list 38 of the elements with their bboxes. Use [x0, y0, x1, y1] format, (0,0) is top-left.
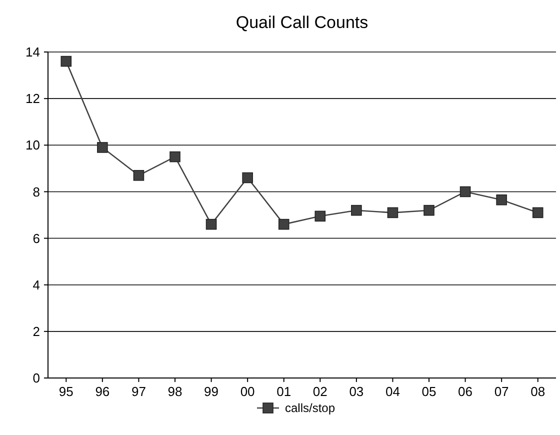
point	[314, 210, 326, 222]
y-tick-label: 2	[32, 324, 40, 339]
x-tick-label: 01	[276, 384, 292, 399]
point	[351, 204, 362, 216]
y-tick-label: 4	[32, 277, 40, 292]
x-tick-label: 98	[168, 384, 182, 399]
y-tick-label: 8	[32, 184, 40, 200]
point	[60, 56, 72, 67]
y-tick-label: 12	[26, 91, 40, 106]
point	[97, 142, 108, 153]
x-tick-label: 02	[312, 384, 328, 399]
x-tick-label: 06	[458, 384, 473, 399]
point	[170, 151, 180, 162]
chart-title: Quail Call Counts	[236, 13, 368, 32]
y-tick-label: 10	[26, 138, 40, 153]
legend-label: calls/stop	[285, 401, 336, 416]
x-tick-label: 07	[494, 384, 509, 399]
x-tick-label: 03	[349, 384, 364, 399]
x-tick-label: 99	[204, 384, 219, 399]
y-tick-label: 0	[32, 370, 40, 386]
x-tick-label: 04	[385, 384, 400, 399]
point	[460, 186, 471, 198]
y-tick-label: 14	[26, 44, 40, 60]
x-tick-label: 05	[422, 384, 436, 399]
x-tick-label: 08	[530, 384, 546, 399]
point	[387, 207, 398, 218]
point	[242, 172, 253, 184]
x-tick-label: 96	[95, 384, 110, 399]
x-tick-label: 95	[58, 384, 74, 399]
point	[133, 170, 144, 181]
point	[206, 218, 217, 230]
x-tick-label: 00	[240, 384, 255, 399]
x-tick-label: 97	[131, 384, 146, 399]
point	[532, 207, 544, 218]
point	[278, 218, 290, 230]
point	[496, 194, 507, 206]
y-tick-label: 6	[32, 230, 40, 246]
point	[424, 204, 434, 216]
